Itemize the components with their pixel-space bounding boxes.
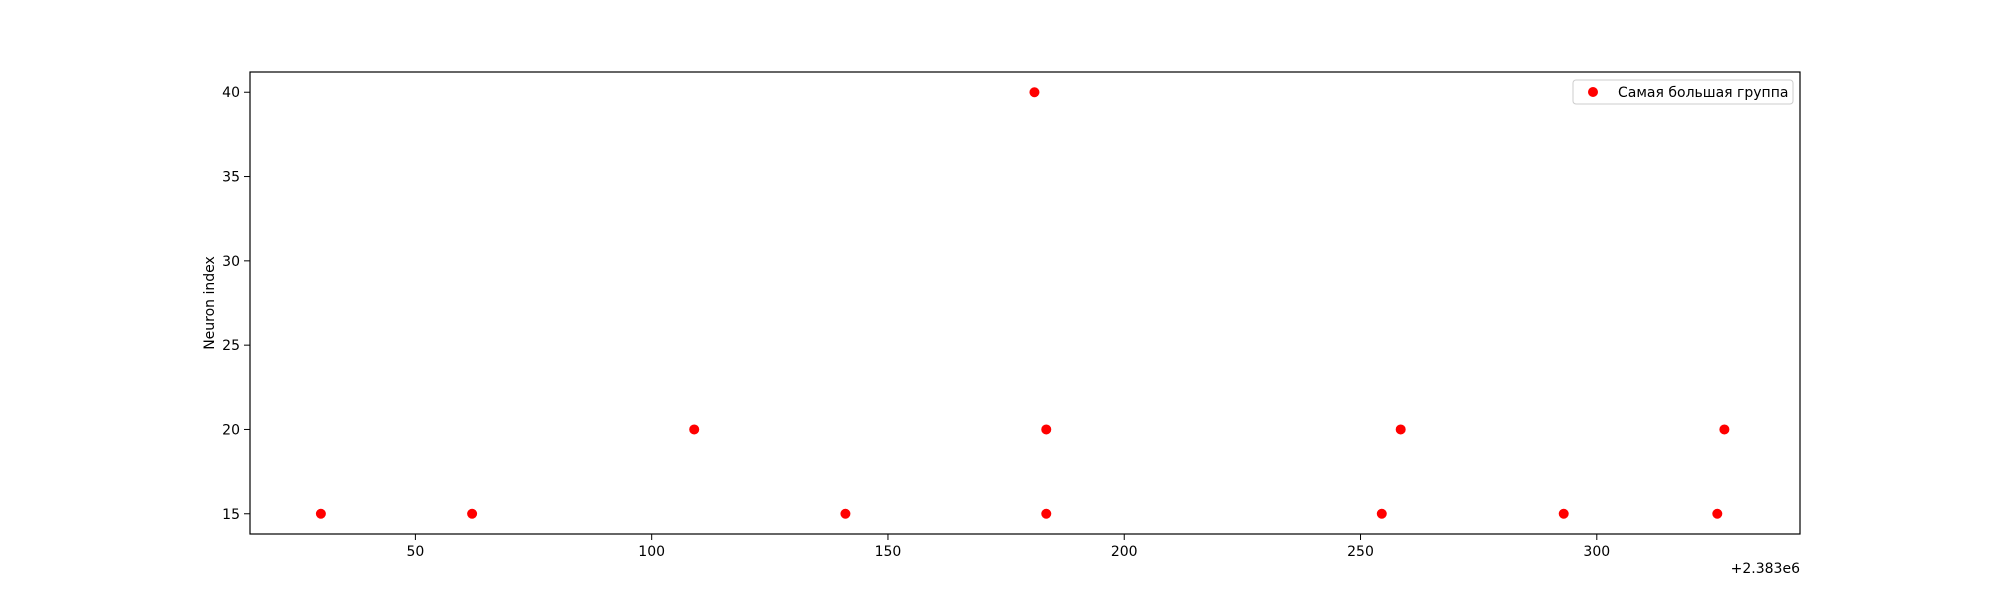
- y-tick-label: 25: [222, 338, 240, 354]
- data-point: [1041, 508, 1052, 519]
- y-tick-label: 30: [222, 254, 240, 270]
- data-point: [315, 508, 326, 519]
- x-tick-label: 250: [1347, 544, 1374, 560]
- legend-label: Самая большая группа: [1618, 85, 1788, 101]
- y-axis-label: Neuron index: [202, 256, 218, 350]
- data-point: [1376, 508, 1387, 519]
- x-tick-label: 50: [406, 544, 424, 560]
- data-point: [1558, 508, 1569, 519]
- data-point: [1395, 424, 1406, 435]
- data-points: [315, 87, 1730, 519]
- data-point: [689, 424, 700, 435]
- data-point: [1029, 87, 1040, 98]
- legend-marker: [1588, 87, 1598, 97]
- data-point: [1719, 424, 1730, 435]
- y-tick-label: 35: [222, 170, 240, 186]
- x-tick-label: 150: [875, 544, 902, 560]
- data-point: [467, 508, 478, 519]
- x-tick-label: 200: [1111, 544, 1138, 560]
- y-tick-label: 20: [222, 422, 240, 438]
- data-point: [840, 508, 851, 519]
- y-tick-label: 15: [222, 507, 240, 523]
- axis-ticks: 50 100 150 200 250 300 15 20 25 30 35 40: [222, 85, 1610, 560]
- legend: Самая большая группа: [1572, 79, 1794, 105]
- y-tick-label: 40: [222, 85, 240, 101]
- data-point: [1712, 508, 1723, 519]
- x-tick-label: 300: [1583, 544, 1610, 560]
- x-tick-label: 100: [638, 544, 665, 560]
- plot-frame: [249, 71, 1801, 535]
- data-point: [1041, 424, 1052, 435]
- plot-area: [250, 72, 1800, 534]
- legend-box: [1572, 79, 1794, 105]
- x-axis-offset-label: +2.383e6: [1731, 561, 1800, 577]
